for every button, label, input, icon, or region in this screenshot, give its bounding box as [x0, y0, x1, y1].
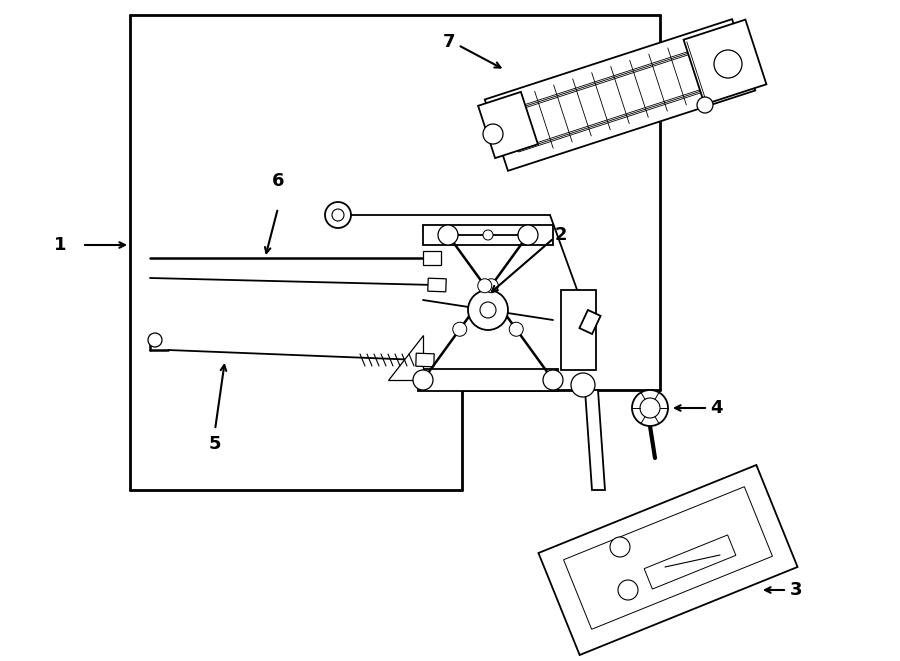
- Polygon shape: [428, 278, 446, 292]
- Circle shape: [478, 279, 491, 293]
- Circle shape: [697, 97, 713, 113]
- Circle shape: [610, 537, 630, 557]
- Circle shape: [413, 370, 433, 390]
- Text: 1: 1: [54, 236, 67, 254]
- Circle shape: [438, 225, 458, 245]
- Circle shape: [148, 333, 162, 347]
- Polygon shape: [388, 335, 423, 380]
- Circle shape: [332, 209, 344, 221]
- Polygon shape: [538, 465, 797, 655]
- Polygon shape: [684, 20, 767, 104]
- Circle shape: [518, 225, 538, 245]
- Circle shape: [483, 124, 503, 144]
- Circle shape: [571, 373, 595, 397]
- Circle shape: [509, 323, 523, 336]
- Circle shape: [714, 50, 742, 78]
- Text: 2: 2: [555, 226, 568, 244]
- Polygon shape: [561, 290, 596, 370]
- Circle shape: [543, 370, 563, 390]
- Text: 3: 3: [790, 581, 803, 599]
- Circle shape: [484, 279, 499, 293]
- Polygon shape: [418, 369, 558, 391]
- Circle shape: [325, 202, 351, 228]
- Text: 7: 7: [443, 33, 455, 51]
- Circle shape: [453, 323, 467, 336]
- Polygon shape: [478, 92, 538, 158]
- Circle shape: [640, 398, 660, 418]
- Polygon shape: [423, 225, 553, 245]
- Circle shape: [483, 230, 493, 240]
- Polygon shape: [485, 19, 755, 171]
- Text: 6: 6: [272, 172, 284, 190]
- Text: 5: 5: [209, 435, 221, 453]
- Circle shape: [480, 302, 496, 318]
- Polygon shape: [423, 251, 441, 265]
- Polygon shape: [644, 535, 736, 589]
- Circle shape: [448, 230, 458, 240]
- Polygon shape: [585, 390, 605, 490]
- Circle shape: [468, 290, 508, 330]
- Polygon shape: [580, 310, 600, 334]
- Polygon shape: [416, 353, 434, 367]
- Circle shape: [518, 230, 528, 240]
- Text: 4: 4: [710, 399, 723, 417]
- Circle shape: [632, 390, 668, 426]
- Circle shape: [618, 580, 638, 600]
